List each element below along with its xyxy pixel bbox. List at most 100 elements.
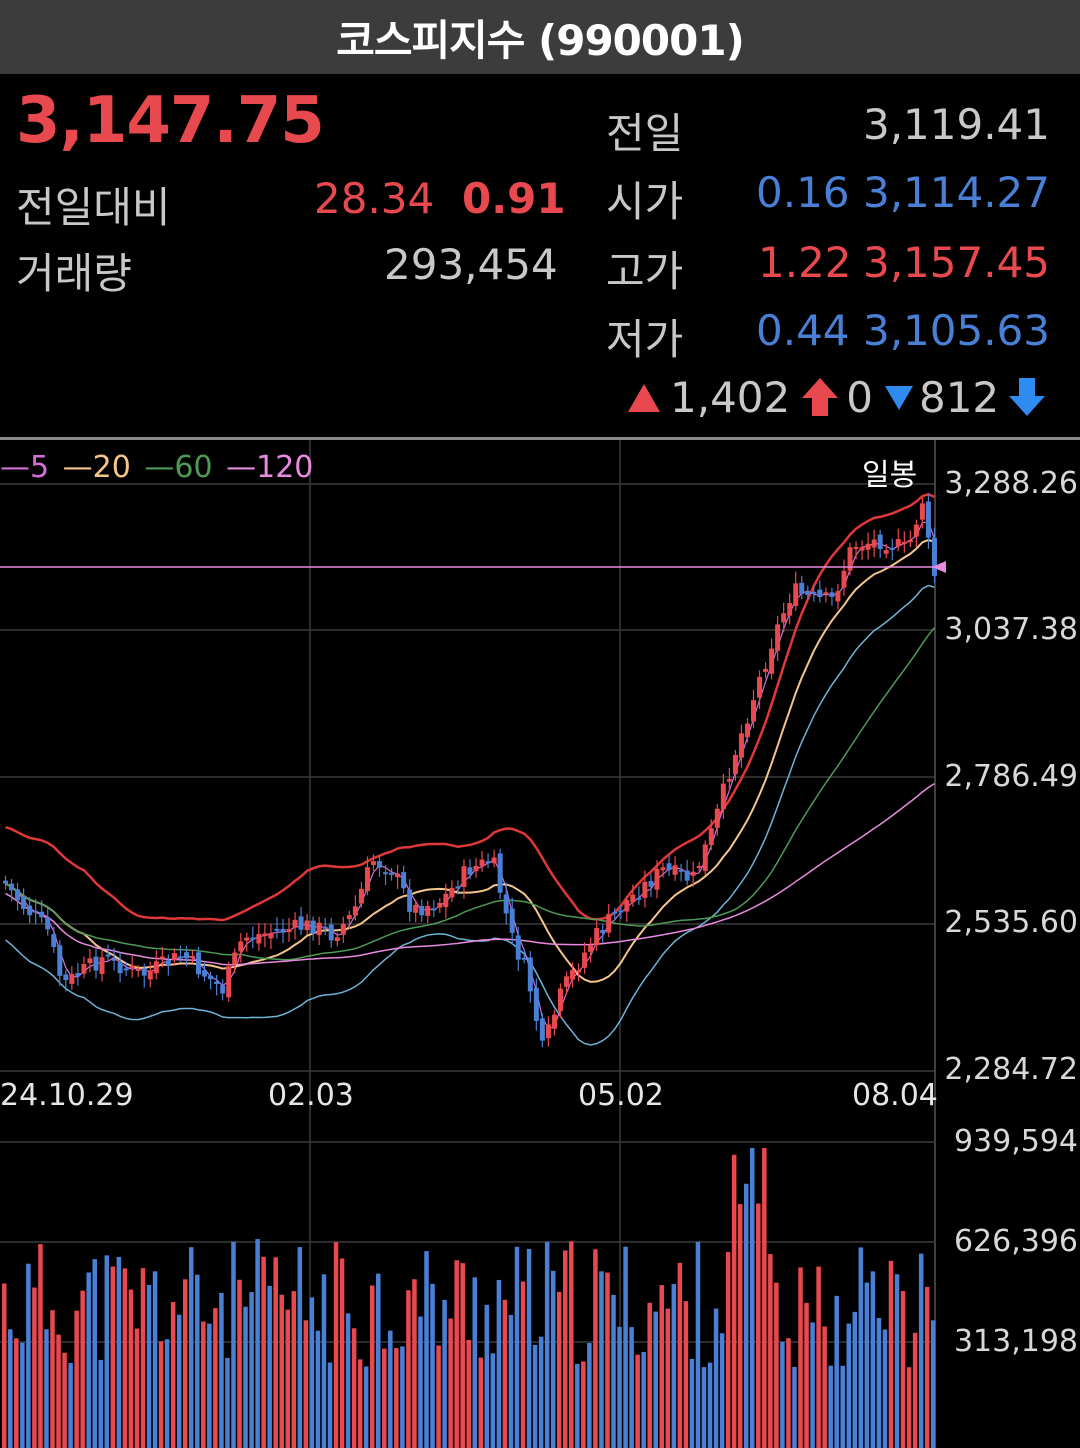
candle <box>871 539 877 548</box>
volume-bar <box>424 1251 429 1448</box>
period-label[interactable]: 일봉 <box>862 458 918 493</box>
volume-bar <box>273 1257 278 1448</box>
volume-bar <box>8 1329 13 1448</box>
candle <box>214 981 220 984</box>
candle <box>606 913 612 933</box>
candle <box>720 783 726 810</box>
volume-bar <box>906 1367 912 1448</box>
candle <box>817 589 823 598</box>
price-chart[interactable] <box>0 440 1080 1448</box>
volume-bar <box>164 1339 170 1448</box>
volume-bar <box>617 1326 622 1448</box>
candle <box>123 968 129 971</box>
candle <box>696 866 702 869</box>
candle <box>624 900 630 912</box>
candle <box>805 591 811 596</box>
volume-bar <box>32 1287 37 1448</box>
candle <box>51 934 57 948</box>
volume-bar <box>261 1256 266 1448</box>
candle <box>57 945 63 976</box>
volume-bar <box>774 1282 779 1448</box>
volume-bar <box>38 1244 43 1448</box>
volume-bar <box>327 1362 333 1448</box>
open-label: 시가 <box>606 177 684 226</box>
volume-bar <box>713 1308 719 1448</box>
candle <box>171 953 177 961</box>
candle <box>467 867 473 875</box>
candle <box>27 905 33 916</box>
volume-bar <box>122 1268 128 1448</box>
legend-ma20: —20 <box>62 450 131 485</box>
change-label: 전일대비 <box>16 183 171 232</box>
volume-tick-label: 313,198 <box>953 1324 1078 1359</box>
candle <box>925 501 931 538</box>
candle <box>931 537 937 576</box>
volume-bar <box>858 1247 864 1448</box>
y-tick-label: 2,535.60 <box>944 905 1078 940</box>
volume-bar <box>496 1279 502 1448</box>
volume-bar <box>418 1316 423 1448</box>
volume-bar <box>134 1328 140 1448</box>
volume-bar <box>719 1333 725 1448</box>
candle <box>165 960 171 965</box>
volume-bar <box>195 1274 200 1448</box>
candle <box>395 873 401 878</box>
volume-bar <box>460 1263 465 1448</box>
volume-bar <box>623 1246 628 1448</box>
candle <box>630 894 636 903</box>
volume-bar <box>315 1330 321 1448</box>
low-pct: 0.44 <box>756 306 850 355</box>
volume-bar <box>490 1353 496 1448</box>
candle <box>672 865 678 875</box>
candle <box>744 723 750 738</box>
volume-bar <box>532 1344 538 1448</box>
volume-bar <box>508 1314 514 1448</box>
candle <box>208 975 214 980</box>
volume-bar <box>544 1241 550 1448</box>
ma120-line <box>5 783 935 966</box>
candle <box>3 880 8 884</box>
candle <box>358 888 364 904</box>
volume-bar <box>792 1366 797 1448</box>
candle <box>250 937 256 940</box>
volume-bar <box>864 1282 870 1448</box>
volume-bar <box>146 1284 152 1448</box>
candle <box>775 624 781 651</box>
legend-ma5: —5 <box>0 450 50 485</box>
volume-bar <box>243 1306 248 1448</box>
candle <box>545 1024 551 1039</box>
candle <box>226 966 232 998</box>
volume-bar <box>412 1279 417 1448</box>
volume-bar <box>110 1266 116 1448</box>
x-tick-label: 24.10.29 <box>0 1078 134 1113</box>
candle <box>557 988 563 1012</box>
volume-bar <box>62 1352 67 1448</box>
candle <box>39 911 45 918</box>
prev-close-value: 3,119.41 <box>862 100 1050 149</box>
candle <box>901 541 907 544</box>
volume-bar <box>128 1289 134 1448</box>
decliners-count: 812 <box>918 372 1000 422</box>
candle <box>473 865 479 872</box>
candle <box>708 828 714 846</box>
volume-bar <box>556 1291 562 1448</box>
candle <box>509 908 515 933</box>
volume-bar <box>231 1241 236 1448</box>
prev-close-label: 전일 <box>606 109 684 158</box>
candle <box>859 547 865 551</box>
volume-bar <box>98 1359 104 1448</box>
volume-bar <box>382 1348 387 1448</box>
candle <box>763 668 769 672</box>
volume-bar <box>677 1262 683 1448</box>
volume-bar <box>472 1277 478 1448</box>
candle <box>304 920 310 931</box>
candle <box>21 896 27 909</box>
candle <box>135 968 141 971</box>
low-value: 3,105.63 <box>862 306 1050 355</box>
candle <box>811 591 817 594</box>
candle <box>714 808 720 828</box>
candle <box>660 867 666 871</box>
volume-bar <box>285 1309 291 1448</box>
volume-bar <box>695 1241 701 1448</box>
candle <box>177 956 183 959</box>
